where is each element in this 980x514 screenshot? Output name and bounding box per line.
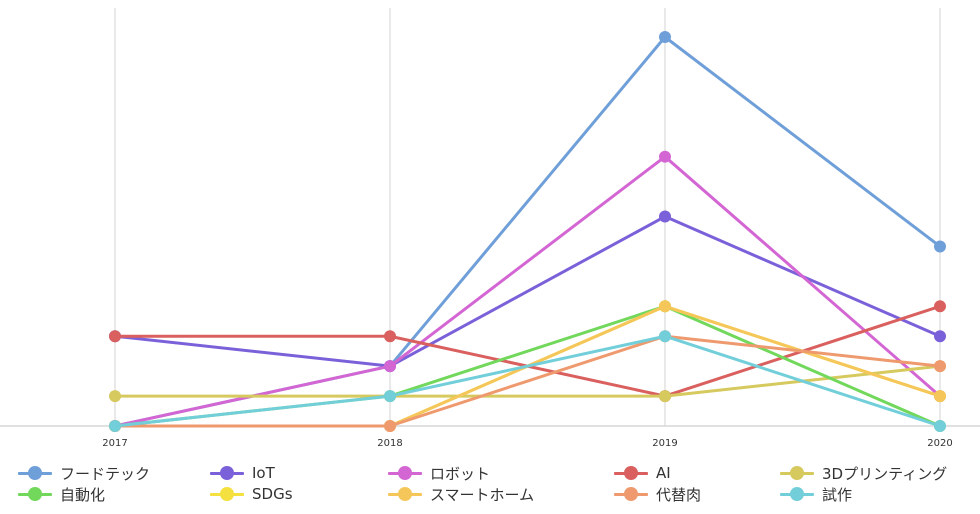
legend-swatch-dot (790, 466, 804, 480)
legend-swatch-dot (220, 466, 234, 480)
data-point (109, 420, 121, 432)
data-point (659, 150, 671, 163)
legend-swatch-dot (28, 487, 42, 501)
legend-swatch-dot (398, 466, 412, 480)
legend-item[interactable]: 3Dプリンティング (780, 462, 947, 484)
legend-label: スマートホーム (430, 485, 535, 504)
line-chart: 2017 2018 2019 2020 (0, 8, 980, 449)
legend-swatch (780, 487, 814, 501)
data-point (934, 390, 946, 403)
data-point (659, 330, 671, 343)
legend-swatch (18, 466, 52, 480)
series-lines (113, 35, 942, 428)
legend-label: ロボット (430, 464, 491, 483)
legend-label: 試作 (822, 485, 853, 504)
legend-swatch (614, 466, 648, 480)
legend-item[interactable]: IoT (210, 462, 275, 484)
series-line-9 (113, 334, 942, 428)
data-point (659, 390, 671, 403)
legend-item[interactable]: フードテック (18, 462, 150, 484)
data-point (109, 390, 121, 403)
legend-swatch (210, 487, 244, 501)
legend-label: 3Dプリンティング (822, 464, 948, 483)
legend-swatch (614, 487, 648, 501)
data-point (934, 360, 946, 373)
legend-label: 代替肉 (656, 485, 702, 504)
legend-label: フードテック (60, 464, 151, 483)
data-point (659, 300, 671, 313)
legend-swatch-dot (398, 487, 412, 501)
data-point (934, 300, 946, 313)
legend-swatch-dot (28, 466, 42, 480)
x-tick-label: 2017 (102, 438, 127, 449)
series-line-8 (113, 334, 942, 428)
legend-item[interactable]: 自動化 (18, 483, 105, 505)
legend-item[interactable]: スマートホーム (388, 483, 534, 505)
legend-item[interactable]: AI (614, 462, 671, 484)
data-point (934, 420, 946, 432)
legend-label: IoT (252, 464, 275, 482)
data-point (109, 330, 121, 343)
legend-item[interactable]: 試作 (780, 483, 852, 505)
series-line-1 (113, 215, 942, 368)
legend-item[interactable]: ロボット (388, 462, 490, 484)
data-point (384, 390, 396, 403)
data-point (934, 330, 946, 343)
legend-swatch-dot (220, 487, 234, 501)
legend-label: 自動化 (60, 485, 106, 504)
legend-label: SDGs (252, 485, 293, 503)
data-point (659, 210, 671, 223)
legend-item[interactable]: 代替肉 (614, 483, 701, 505)
x-tick-label: 2020 (927, 438, 952, 449)
legend-swatch (388, 487, 422, 501)
legend-swatch-dot (624, 487, 638, 501)
x-tick-label: 2018 (377, 438, 402, 449)
legend-swatch (18, 487, 52, 501)
x-tick-label: 2019 (652, 438, 677, 449)
data-point (934, 240, 946, 253)
legend-swatch (780, 466, 814, 480)
legend-swatch (210, 466, 244, 480)
x-axis: 2017 2018 2019 2020 (102, 438, 952, 449)
series-points (109, 31, 946, 432)
data-point (384, 330, 396, 343)
data-point (659, 31, 671, 43)
data-point (384, 420, 396, 432)
legend-swatch (388, 466, 422, 480)
legend-swatch-dot (624, 466, 638, 480)
legend-swatch-dot (790, 487, 804, 501)
legend-item[interactable]: SDGs (210, 483, 293, 505)
data-point (384, 360, 396, 373)
legend-label: AI (656, 464, 671, 482)
